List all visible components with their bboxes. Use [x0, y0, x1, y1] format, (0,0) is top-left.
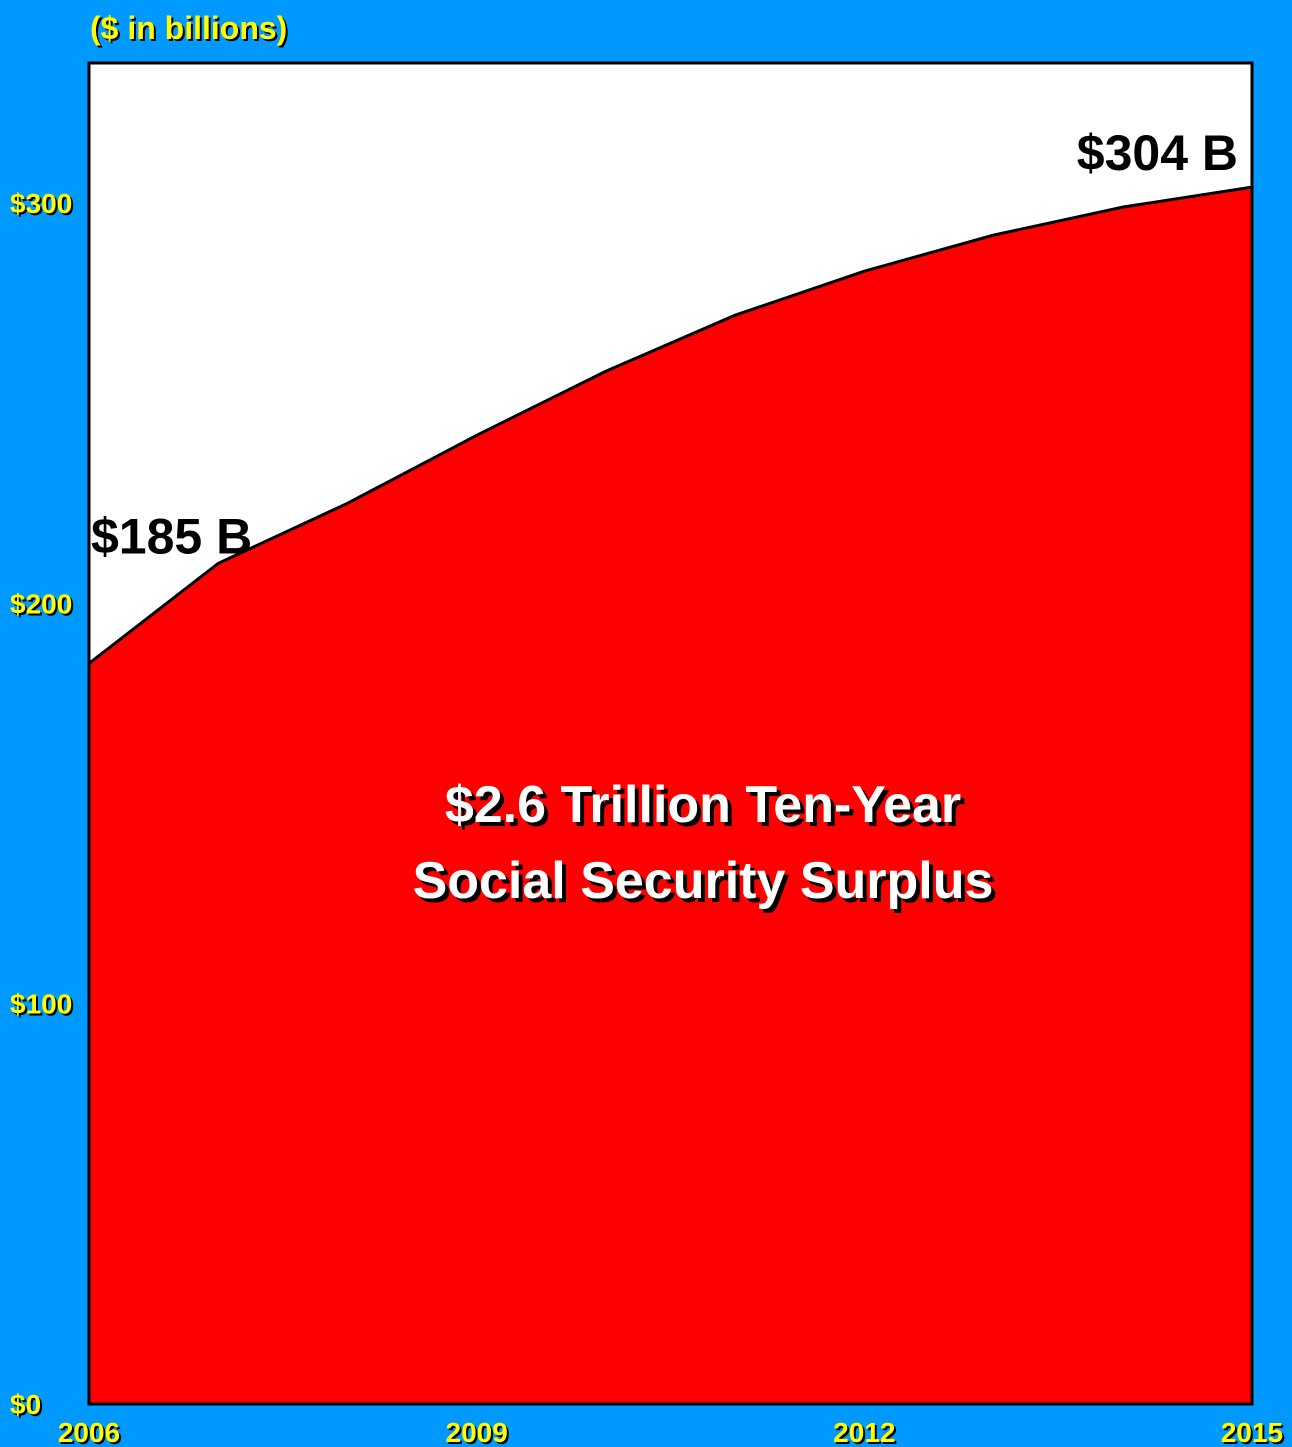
y-tick-label-shadow: $0 — [12, 1391, 43, 1422]
unit-label: ($ in billions) — [90, 10, 287, 46]
x-tick-label-shadow: 2009 — [448, 1419, 510, 1447]
x-tick-label: 2015 — [1221, 1417, 1283, 1447]
surplus-area — [89, 187, 1252, 1405]
center-caption-line: $2.6 Trillion Ten-Year — [445, 776, 961, 834]
x-tick-label-shadow: 2012 — [835, 1419, 897, 1447]
end-value-label: $304 B — [1077, 125, 1238, 181]
center-caption-line-shadow: Social Security Surplus — [417, 856, 998, 914]
center-caption-line-shadow: $2.6 Trillion Ten-Year — [449, 780, 965, 838]
y-tick-label: $0 — [10, 1389, 41, 1420]
x-tick-label: 2012 — [833, 1417, 895, 1447]
y-tick-label-shadow: $100 — [12, 991, 74, 1022]
y-tick-label: $300 — [10, 188, 72, 219]
y-tick-label-shadow: $200 — [12, 590, 74, 621]
center-caption: $2.6 Trillion Ten-Year$2.6 Trillion Ten-… — [413, 776, 998, 914]
x-tick-label: 2006 — [58, 1417, 120, 1447]
y-tick-label-shadow: $300 — [12, 190, 74, 221]
x-tick-label: 2009 — [446, 1417, 508, 1447]
center-caption-line: Social Security Surplus — [413, 852, 994, 910]
unit-label-shadow: ($ in billions) — [92, 12, 289, 48]
y-tick-label: $100 — [10, 989, 72, 1020]
surplus-area-outline — [88, 185, 1253, 665]
plot-border — [87, 61, 1254, 1406]
x-tick-label-shadow: 2015 — [1223, 1419, 1285, 1447]
y-axis-ticks: $0$0$100$100$200$200$300$300 — [10, 188, 74, 1422]
x-tick-label-shadow: 2006 — [60, 1419, 122, 1447]
start-value-label: $185 B — [91, 508, 252, 564]
y-tick-label: $200 — [10, 588, 72, 619]
